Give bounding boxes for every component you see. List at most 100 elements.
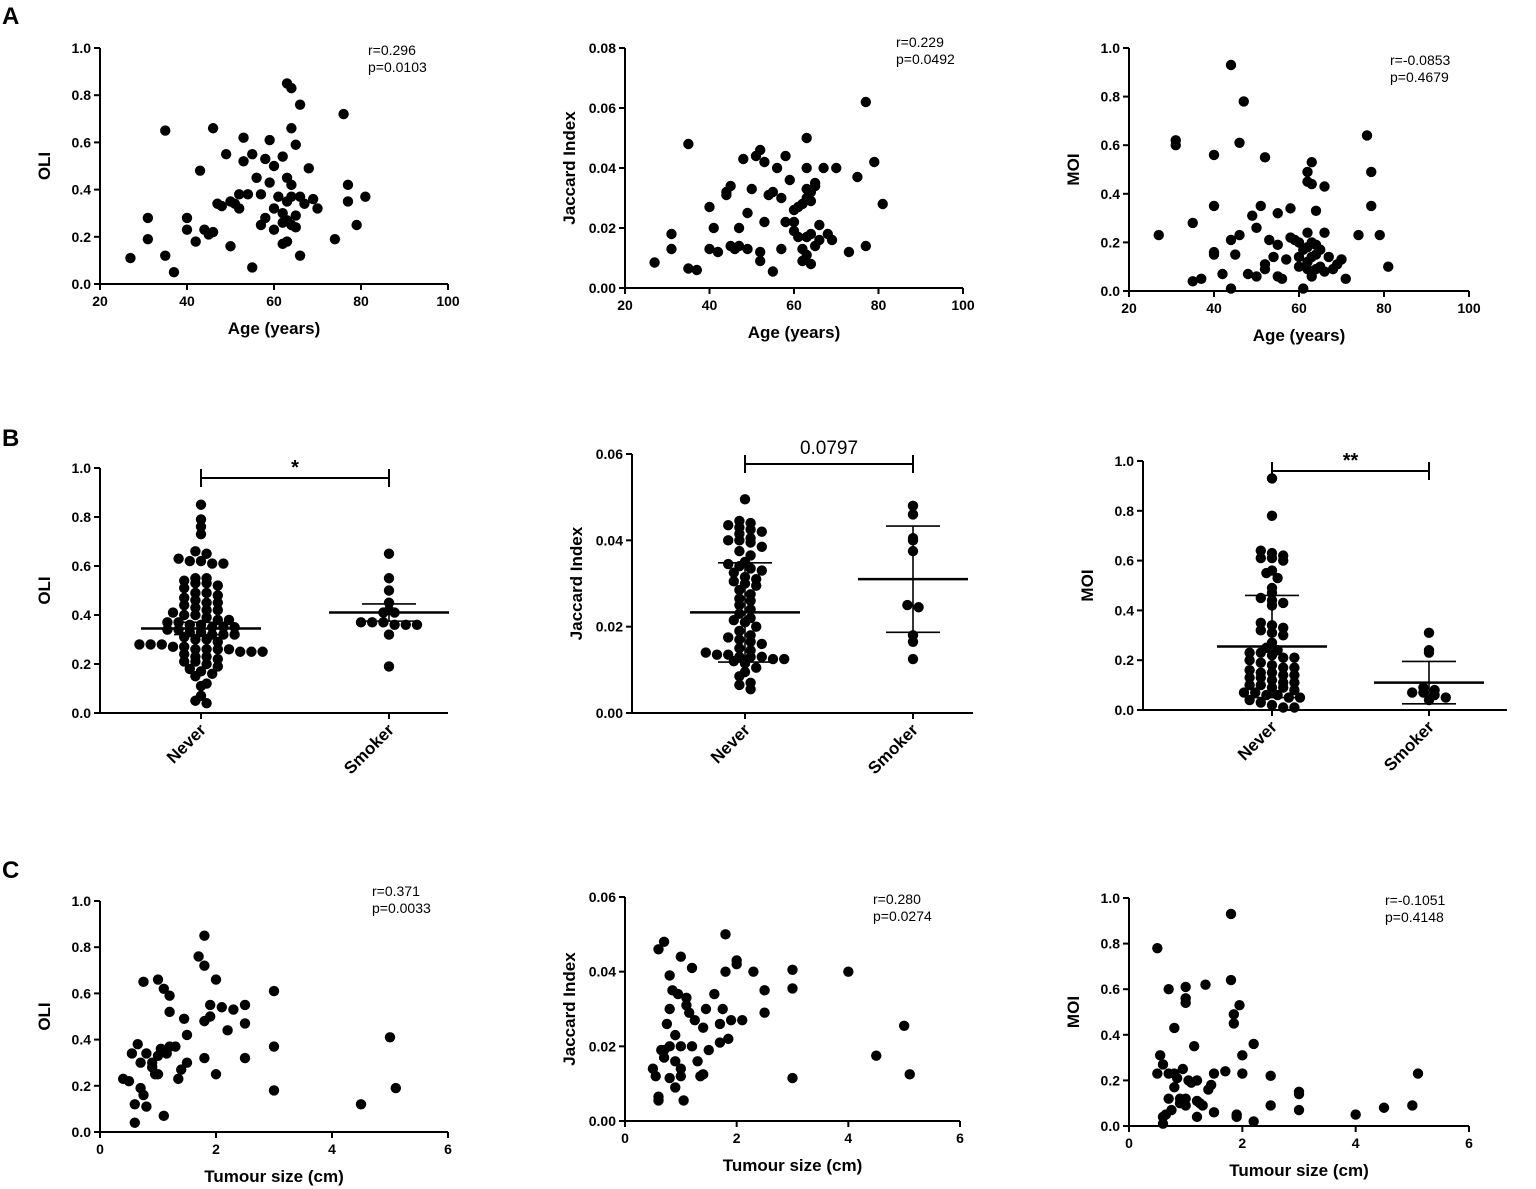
data-point: [759, 216, 770, 228]
data-point: [1234, 999, 1245, 1011]
data-point: [1225, 59, 1237, 71]
x-tick-label: 0: [96, 1141, 104, 1157]
data-point: [195, 514, 207, 525]
y-tick-label: 0.04: [596, 532, 623, 548]
data-point: [1220, 1066, 1231, 1077]
data-point: [805, 258, 817, 270]
data-point: [1152, 942, 1163, 954]
y-tick-label: 0.8: [1101, 936, 1121, 952]
data-point: [1278, 652, 1289, 663]
y-tick-label: 0.2: [72, 1078, 92, 1094]
data-point: [190, 644, 201, 655]
data-point: [190, 595, 201, 606]
data-point: [1278, 669, 1289, 681]
data-point: [751, 621, 762, 632]
data-point: [338, 108, 349, 120]
data-point: [1255, 647, 1267, 658]
data-point: [877, 198, 888, 210]
data-point: [179, 649, 190, 660]
y-tick-label: 0.06: [596, 446, 623, 462]
y-axis-title: MOI: [1078, 569, 1097, 601]
data-point: [1196, 273, 1207, 285]
data-point: [1302, 227, 1313, 238]
data-point: [818, 162, 829, 174]
data-point: [181, 212, 193, 224]
data-point: [255, 189, 267, 200]
data-point: [860, 240, 872, 252]
data-point: [1225, 908, 1237, 920]
data-point: [1180, 1100, 1191, 1111]
data-point: [703, 1044, 714, 1056]
y-axis-title: Jaccard Index: [560, 952, 579, 1066]
data-point: [307, 193, 319, 205]
data-point: [767, 186, 779, 198]
x-tick-label: 20: [1121, 300, 1137, 316]
data-point: [1228, 1018, 1240, 1029]
y-tick-label: 0.0: [1101, 1118, 1121, 1134]
data-point: [745, 595, 756, 606]
y-tick-label: 0.2: [72, 656, 92, 672]
data-point: [1225, 283, 1237, 294]
data-point: [342, 179, 354, 191]
y-tick-label: 0.0: [1101, 283, 1121, 299]
data-point: [1255, 545, 1267, 556]
data-point: [1319, 266, 1330, 277]
data-point: [383, 597, 395, 608]
data-point: [745, 524, 756, 535]
data-point: [683, 138, 694, 150]
chart-B2: 0.00 0.02 0.04 0.06 Jaccard Index Never Smoker…: [567, 438, 973, 778]
data-point: [389, 619, 400, 630]
data-point: [1244, 647, 1255, 658]
data-point: [170, 1041, 181, 1052]
data-point: [273, 191, 284, 202]
data-point: [734, 625, 745, 637]
data-point: [152, 974, 164, 985]
category-label: Never: [707, 720, 754, 767]
data-point: [1244, 679, 1255, 691]
data-point: [286, 123, 297, 134]
y-tick-label: 0.08: [589, 40, 616, 56]
data-point: [383, 629, 395, 640]
data-point: [190, 656, 201, 667]
data-point: [1157, 1059, 1169, 1070]
data-point: [913, 602, 924, 613]
data-point: [212, 604, 223, 616]
data-point: [201, 597, 212, 608]
y-tick-label: 0.4: [1115, 602, 1135, 618]
data-point: [173, 553, 184, 564]
y-tick-label: 0.4: [1101, 1027, 1121, 1043]
data-point: [286, 191, 297, 202]
data-point: [692, 1056, 703, 1067]
data-point: [1244, 672, 1255, 683]
data-point: [1278, 682, 1289, 693]
data-point: [751, 580, 762, 591]
x-tick-label: 60: [786, 297, 802, 313]
data-point: [860, 96, 872, 108]
y-tick-label: 0.2: [1115, 652, 1135, 668]
x-axis-title: Age (years): [748, 323, 841, 342]
data-point: [1374, 229, 1385, 241]
data-point: [1169, 1082, 1180, 1093]
significance-label: **: [1343, 450, 1359, 472]
correlation-r: r=-0.0853: [1390, 52, 1451, 68]
data-point: [771, 162, 783, 174]
data-point: [759, 156, 770, 168]
x-tick-label: 100: [436, 293, 460, 309]
data-point: [717, 1003, 728, 1015]
data-point: [1177, 1063, 1189, 1075]
data-point: [666, 243, 677, 255]
data-point: [179, 656, 190, 667]
y-axis-title: MOI: [1064, 153, 1083, 185]
data-point: [723, 535, 734, 546]
data-point: [1294, 692, 1306, 703]
data-point: [207, 123, 219, 134]
correlation-r: r=-0.1051: [1385, 892, 1446, 908]
y-tick-label: 0.6: [1101, 981, 1121, 997]
data-point: [793, 231, 804, 243]
data-point: [746, 183, 757, 195]
data-point: [1208, 249, 1220, 260]
data-point: [1278, 555, 1289, 566]
data-point: [1407, 1100, 1418, 1111]
data-point: [201, 644, 212, 655]
